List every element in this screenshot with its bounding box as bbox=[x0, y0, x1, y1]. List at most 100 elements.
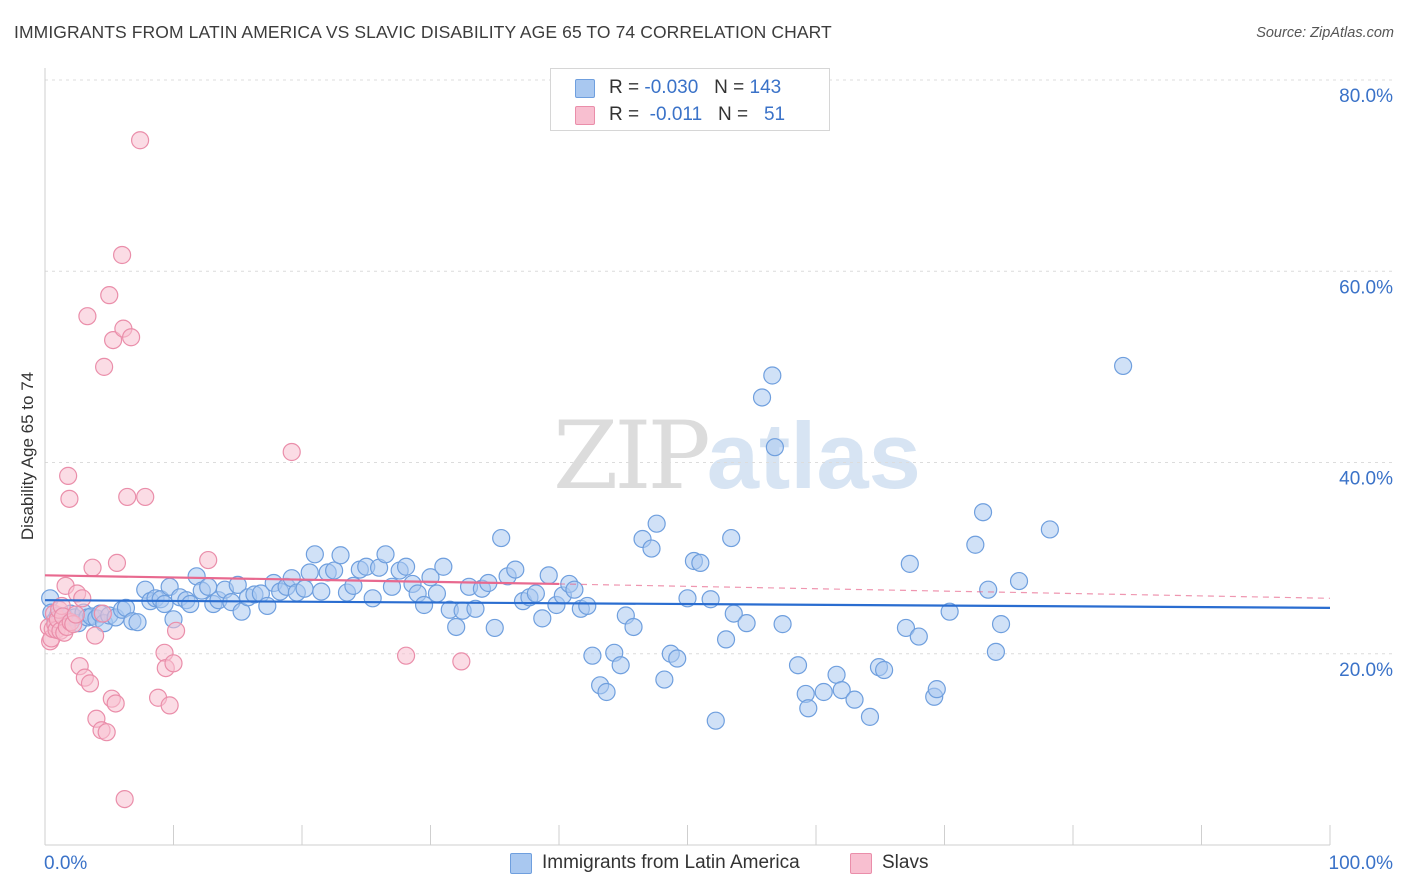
point-slavs bbox=[396, 646, 416, 665]
point-slavs bbox=[97, 723, 116, 742]
point-latin-america bbox=[155, 594, 174, 614]
point-slavs bbox=[166, 621, 186, 640]
point-latin-america bbox=[565, 580, 584, 599]
point-latin-america bbox=[765, 438, 784, 457]
point-latin-america bbox=[382, 577, 402, 596]
point-slavs bbox=[59, 466, 78, 485]
point-slavs bbox=[115, 789, 134, 809]
y-tick-label: 20.0% bbox=[1339, 660, 1393, 681]
point-latin-america bbox=[900, 554, 919, 573]
point-latin-america bbox=[1040, 520, 1059, 539]
point-latin-america bbox=[966, 535, 985, 554]
point-latin-america bbox=[752, 388, 772, 407]
x-tick-label: 100.0% bbox=[1329, 853, 1394, 874]
legend-n-label: N = bbox=[717, 104, 749, 125]
trend-line-slavs-extension bbox=[558, 583, 1331, 599]
point-latin-america bbox=[376, 545, 395, 564]
point-slavs bbox=[118, 487, 137, 507]
point-latin-america bbox=[427, 584, 447, 603]
point-latin-america bbox=[485, 618, 504, 638]
point-latin-america bbox=[875, 660, 894, 680]
legend-r-label: R = bbox=[609, 104, 640, 125]
point-latin-america bbox=[128, 613, 147, 632]
point-latin-america bbox=[991, 615, 1011, 634]
point-latin-america bbox=[533, 609, 552, 628]
trend-lines bbox=[44, 574, 1331, 609]
watermark-zip: ZIP bbox=[553, 402, 711, 511]
point-latin-america bbox=[642, 539, 661, 558]
point-latin-america bbox=[827, 665, 846, 684]
legend-n-value-latin: 143 bbox=[749, 77, 782, 98]
point-latin-america bbox=[1009, 571, 1029, 591]
legend-text-latin: R = -0.030 N = 143 bbox=[609, 77, 781, 99]
legend-r-value-slavs: -0.011 bbox=[649, 104, 703, 125]
point-latin-america bbox=[773, 615, 792, 634]
legend-r-label: R = bbox=[609, 77, 640, 98]
point-latin-america bbox=[973, 503, 993, 522]
point-latin-america bbox=[295, 579, 314, 598]
point-latin-america bbox=[258, 596, 277, 616]
point-latin-america bbox=[396, 557, 416, 576]
point-slavs bbox=[106, 694, 125, 713]
point-latin-america bbox=[722, 528, 741, 548]
point-slavs bbox=[95, 357, 114, 376]
point-latin-america bbox=[325, 561, 344, 580]
legend-n-value-slavs: 51 bbox=[763, 104, 786, 125]
point-latin-america bbox=[799, 699, 818, 718]
point-slavs bbox=[121, 328, 141, 347]
x-tick-label: 0.0% bbox=[44, 853, 87, 874]
legend-text-slavs: R = -0.011 N = 51 bbox=[609, 104, 785, 126]
point-slavs bbox=[107, 553, 127, 573]
legend-n-label: N = bbox=[714, 77, 745, 98]
point-latin-america bbox=[526, 584, 545, 603]
point-slavs bbox=[73, 589, 92, 608]
point-slavs bbox=[112, 245, 132, 265]
point-latin-america bbox=[788, 656, 808, 675]
trend-line-slavs bbox=[44, 574, 560, 586]
point-latin-america bbox=[447, 617, 466, 637]
point-slavs bbox=[78, 307, 97, 326]
y-tick-label: 40.0% bbox=[1339, 469, 1393, 490]
point-slavs bbox=[130, 131, 150, 150]
point-latin-america bbox=[506, 560, 525, 579]
watermark: ZIPatlas bbox=[553, 402, 921, 511]
point-slavs bbox=[136, 487, 155, 507]
legend-swatch-latin bbox=[575, 79, 595, 98]
point-latin-america bbox=[691, 553, 710, 573]
point-latin-america bbox=[979, 580, 998, 599]
point-latin-america bbox=[611, 656, 630, 675]
correlation-legend: R = -0.030 N = 143 R = -0.011 N = 51 bbox=[550, 68, 830, 131]
point-latin-america bbox=[578, 596, 597, 616]
axes bbox=[44, 68, 1331, 846]
point-latin-america bbox=[845, 690, 864, 709]
point-latin-america bbox=[737, 614, 756, 633]
page-title: IMMIGRANTS FROM LATIN AMERICA VS SLAVIC … bbox=[14, 22, 832, 42]
point-slavs bbox=[80, 674, 100, 693]
point-latin-america bbox=[331, 546, 350, 565]
point-latin-america bbox=[716, 630, 736, 649]
point-slavs bbox=[60, 489, 79, 508]
point-latin-america bbox=[909, 627, 928, 646]
point-latin-america bbox=[986, 642, 1006, 661]
source-label: Source: ZipAtlas.com bbox=[1256, 25, 1394, 41]
point-latin-america bbox=[624, 617, 643, 637]
point-latin-america bbox=[300, 563, 319, 582]
point-latin-america bbox=[583, 646, 602, 665]
point-latin-america bbox=[668, 649, 687, 668]
y-tick-label: 60.0% bbox=[1339, 277, 1393, 298]
bottom-legend-swatch-latin bbox=[510, 853, 532, 874]
point-latin-america bbox=[763, 366, 782, 385]
point-latin-america bbox=[1114, 356, 1133, 376]
point-slavs bbox=[100, 286, 119, 305]
bottom-legend-label-slavs: Slavs bbox=[882, 852, 929, 873]
point-latin-america bbox=[363, 589, 382, 608]
series-latin-america-points bbox=[41, 356, 1133, 730]
bottom-legend-label-latin: Immigrants from Latin America bbox=[542, 852, 800, 873]
point-latin-america bbox=[181, 594, 200, 614]
point-slavs bbox=[93, 604, 112, 623]
y-axis-label: Disability Age 65 to 74 bbox=[18, 372, 37, 540]
point-latin-america bbox=[305, 545, 324, 564]
point-latin-america bbox=[539, 566, 558, 585]
y-tick-label: 80.0% bbox=[1339, 86, 1393, 107]
